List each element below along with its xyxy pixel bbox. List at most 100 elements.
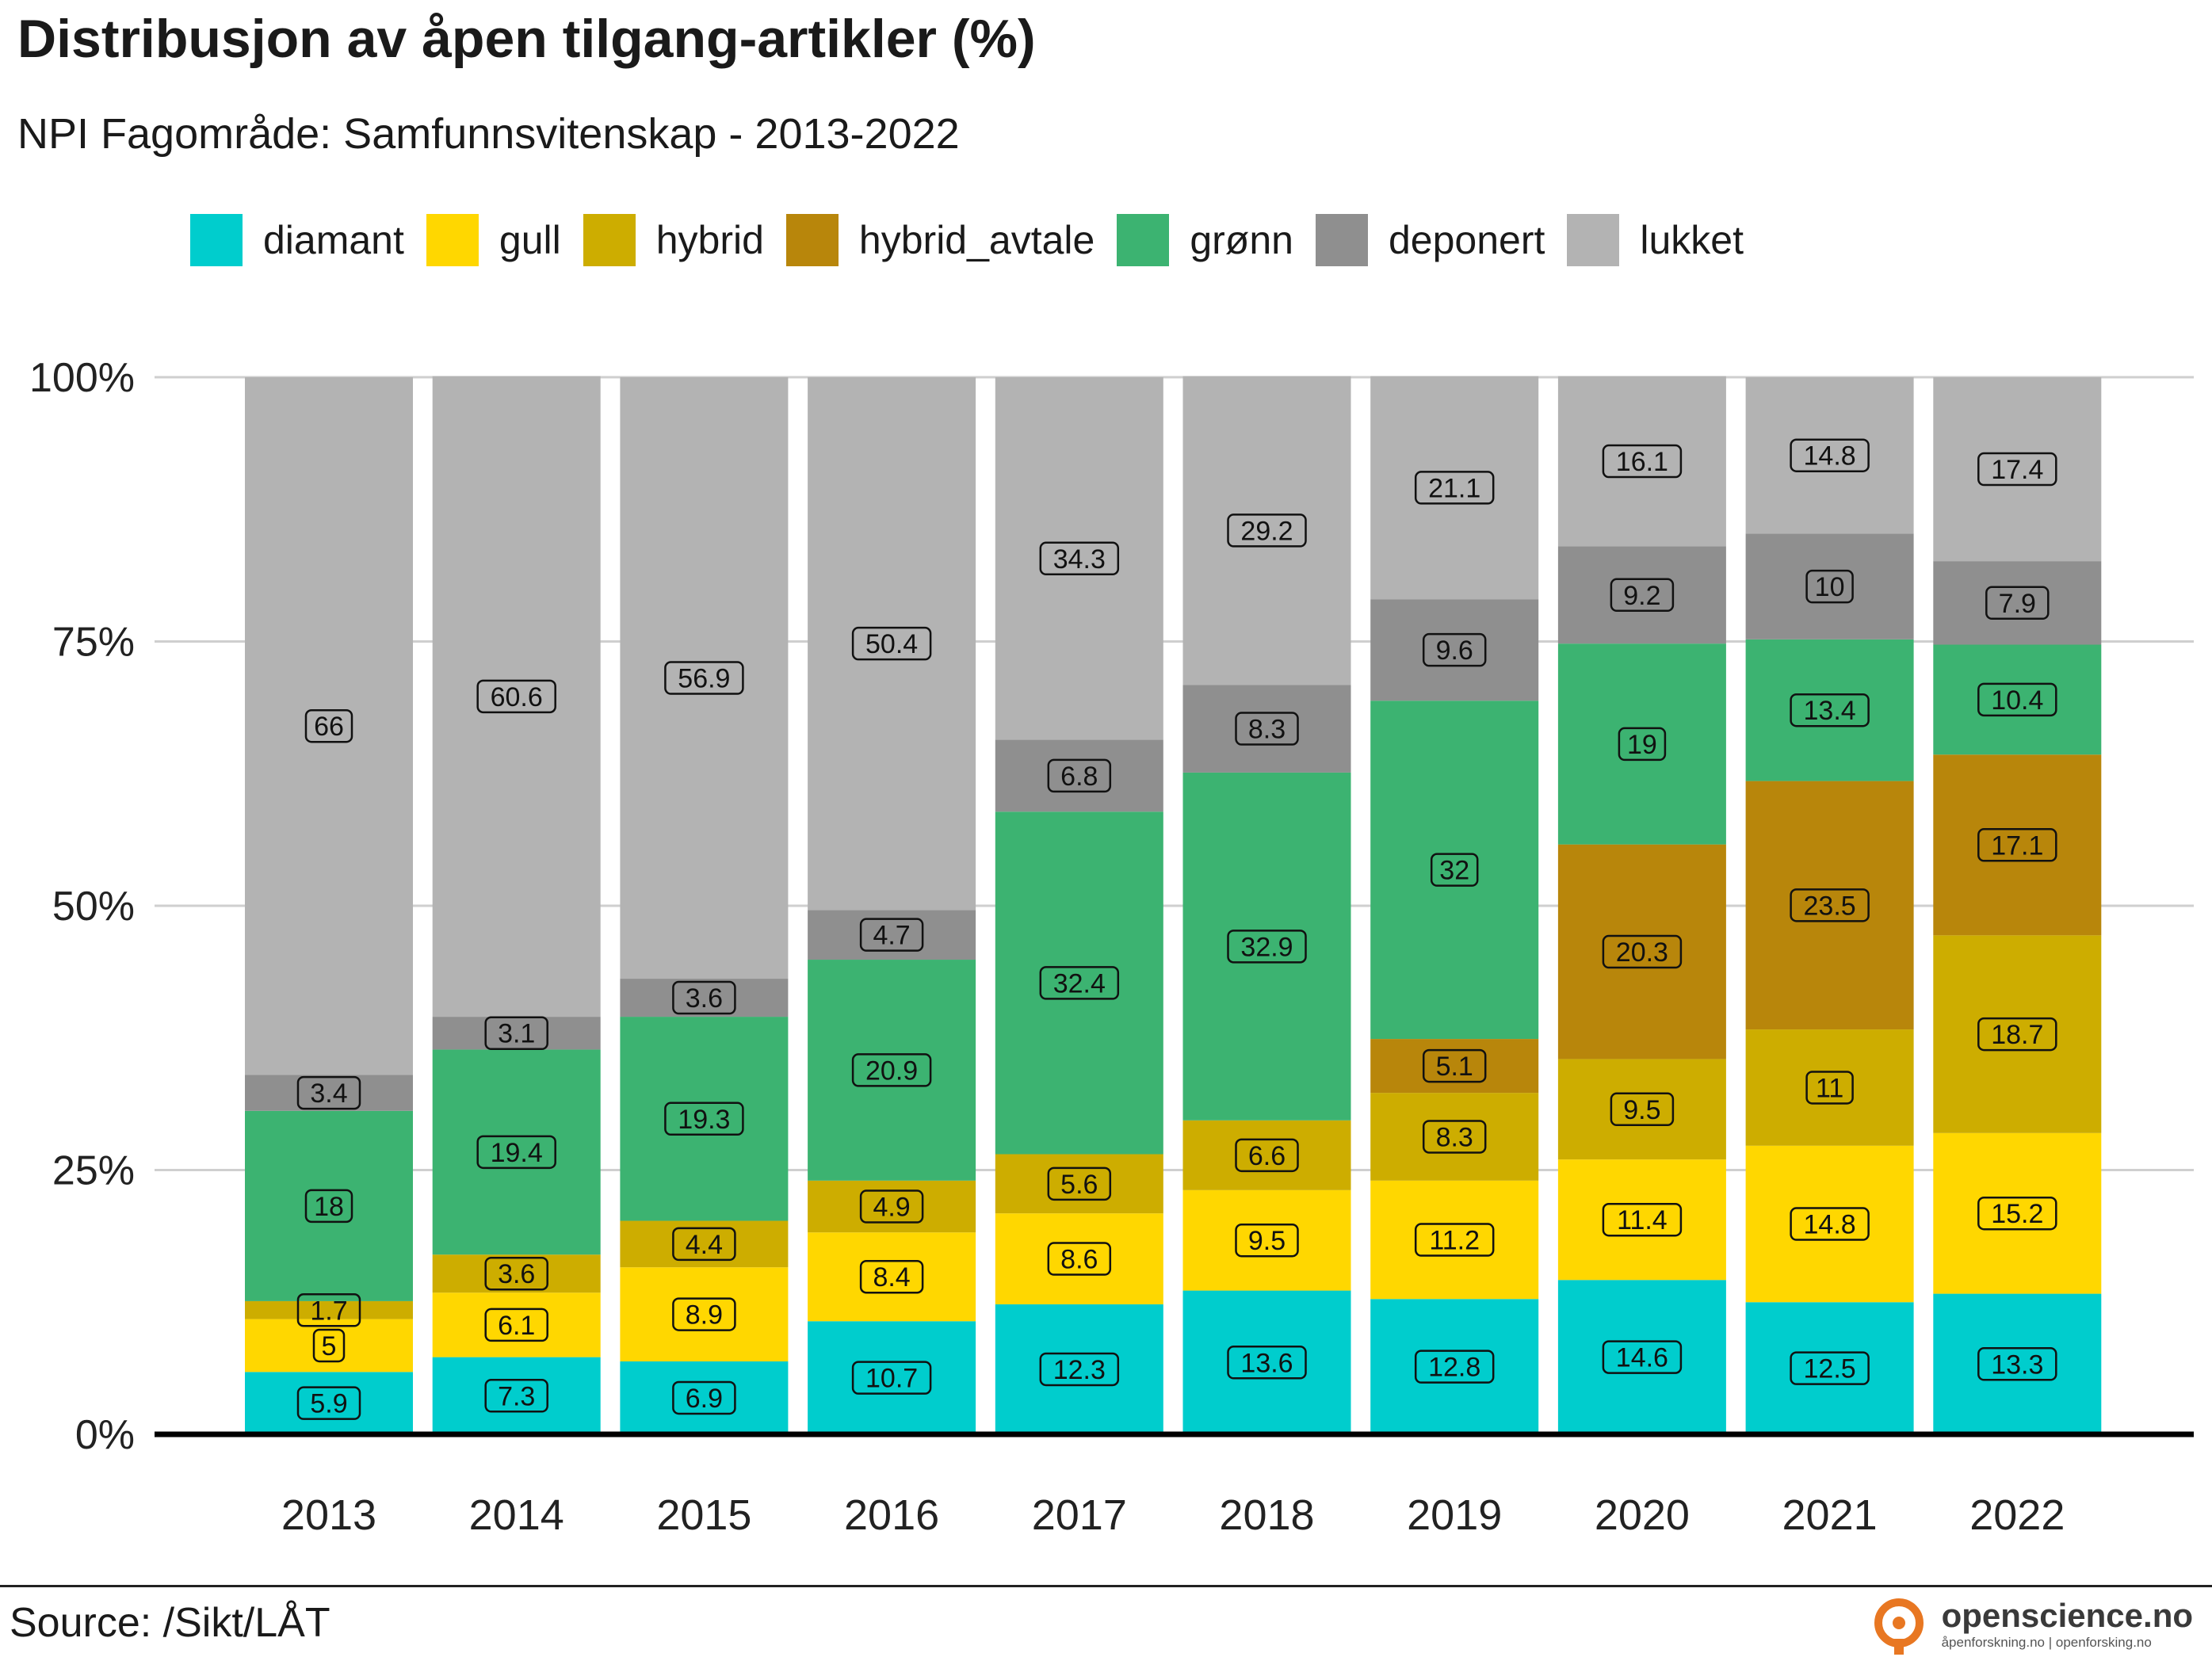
data-label-hybrid-2021: 11 xyxy=(1816,1073,1843,1103)
stacked-bar-chart: 0% 25% 50% 75% 100% 5.9 5 1.7 18 3.4 66 2013 7.3 6.1 3… xyxy=(29,355,2194,1539)
data-label-hybrid_avtale-2020: 20.3 xyxy=(1616,937,1668,968)
x-tick-label: 2022 xyxy=(1969,1491,2065,1539)
legend-swatch-grønn xyxy=(1117,214,1170,266)
bar-segment-hybrid_avtale-2020 xyxy=(1557,844,1726,1059)
bar-segment-gull-2017 xyxy=(995,1213,1163,1304)
data-label-lukket-2015: 56.9 xyxy=(678,664,730,694)
data-label-box xyxy=(1430,853,1479,887)
bar-segment-hybrid-2022 xyxy=(1933,935,2102,1133)
data-label-grønn-2013: 18 xyxy=(314,1192,344,1222)
legend-label-hybrid: hybrid xyxy=(655,218,764,262)
data-label-hybrid_avtale-2021: 23.5 xyxy=(1804,891,1856,921)
data-label-hybrid-2020: 9.5 xyxy=(1623,1095,1660,1125)
bar-segment-lukket-2021 xyxy=(1745,377,1914,534)
bar-segment-lukket-2017 xyxy=(995,377,1163,740)
data-label-box xyxy=(296,1293,361,1327)
data-label-lukket-2014: 60.6 xyxy=(491,682,543,712)
bar-segment-diamant-2015 xyxy=(620,1361,789,1434)
data-label-deponert-2017: 6.8 xyxy=(1060,762,1098,792)
bar-segment-diamant-2021 xyxy=(1745,1302,1914,1434)
bar-segment-grønn-2013 xyxy=(245,1110,413,1301)
bar-segment-lukket-2014 xyxy=(432,376,601,1017)
data-label-box xyxy=(664,1101,744,1136)
data-label-deponert-2019: 9.6 xyxy=(1436,636,1473,666)
legend-label-lukket: lukket xyxy=(1640,218,1744,262)
bar-segment-grønn-2021 xyxy=(1745,639,1914,781)
legend-item-hybrid_avtale: hybrid_avtale xyxy=(785,214,1095,266)
data-label-deponert-2022: 7.9 xyxy=(1999,589,2036,619)
data-label-grønn-2019: 32 xyxy=(1439,856,1469,886)
data-label-box xyxy=(1618,727,1667,762)
bar-segment-hybrid-2017 xyxy=(995,1154,1163,1214)
data-label-box xyxy=(1047,758,1112,793)
data-label-box xyxy=(851,626,932,661)
data-label-hybrid-2015: 4.4 xyxy=(686,1230,723,1260)
bar-segment-deponert-2019 xyxy=(1370,599,1539,701)
data-label-grønn-2014: 19.4 xyxy=(491,1138,543,1168)
bar-segment-lukket-2016 xyxy=(808,377,976,911)
bar-segment-hybrid_avtale-2021 xyxy=(1745,781,1914,1030)
bar-segment-hybrid-2019 xyxy=(1370,1093,1539,1181)
bar-segment-grønn-2014 xyxy=(432,1049,601,1255)
data-label-diamant-2022: 13.3 xyxy=(1991,1350,2043,1380)
bar-segment-hybrid_avtale-2022 xyxy=(1933,754,2102,936)
data-label-box xyxy=(1602,444,1683,479)
legend-item-deponert: deponert xyxy=(1315,214,1545,266)
data-label-diamant-2016: 10.7 xyxy=(865,1364,918,1394)
legend-item-grønn: grønn xyxy=(1117,214,1293,266)
bar-segment-lukket-2018 xyxy=(1182,376,1351,685)
data-label-gull-2014: 6.1 xyxy=(498,1311,535,1341)
bar-segment-diamant-2017 xyxy=(995,1304,1163,1434)
brand-name: openscience.no xyxy=(1941,1597,2193,1634)
bar-segment-deponert-2022 xyxy=(1933,561,2102,645)
data-label-box xyxy=(672,1227,736,1262)
data-label-box xyxy=(1977,452,2057,487)
data-label-box xyxy=(1977,1196,2057,1231)
data-label-hybrid-2019: 8.3 xyxy=(1436,1122,1473,1152)
data-label-box xyxy=(851,1361,932,1395)
data-label-box xyxy=(1422,1120,1487,1154)
data-label-box xyxy=(1039,1352,1120,1387)
data-label-grønn-2022: 10.4 xyxy=(1991,685,2043,716)
bar-segment-hybrid-2016 xyxy=(808,1180,976,1233)
data-label-lukket-2019: 21.1 xyxy=(1428,473,1480,503)
y-tick-label: 75% xyxy=(52,620,135,666)
data-label-gull-2020: 11.4 xyxy=(1617,1205,1668,1235)
bar-segment-gull-2019 xyxy=(1370,1180,1539,1300)
data-label-diamant-2013: 5.9 xyxy=(310,1389,347,1419)
data-label-box xyxy=(1235,712,1299,746)
data-label-box xyxy=(1602,1340,1683,1374)
footer-divider xyxy=(0,1585,2212,1587)
data-label-box xyxy=(1227,514,1307,548)
data-label-box xyxy=(304,1189,353,1224)
data-label-box xyxy=(1235,1138,1299,1173)
data-label-box xyxy=(484,1379,548,1413)
bar-segment-diamant-2022 xyxy=(1933,1293,2102,1434)
data-label-box xyxy=(304,708,353,743)
data-label-box xyxy=(672,1380,736,1415)
data-label-gull-2019: 11.2 xyxy=(1429,1226,1480,1256)
data-label-box xyxy=(1977,682,2057,717)
bar-segment-lukket-2019 xyxy=(1370,376,1539,600)
data-label-grønn-2021: 13.4 xyxy=(1804,696,1856,726)
x-tick-label: 2017 xyxy=(1032,1491,1127,1539)
bar-segment-grønn-2022 xyxy=(1933,644,2102,755)
legend-item-hybrid: hybrid xyxy=(583,214,764,266)
data-label-box xyxy=(1039,966,1120,1000)
data-label-box xyxy=(1977,1017,2057,1052)
bar-segment-gull-2013 xyxy=(245,1319,413,1373)
data-label-box xyxy=(1610,1092,1675,1127)
data-label-grønn-2015: 19.3 xyxy=(678,1105,730,1135)
data-label-box xyxy=(1977,1347,2057,1381)
data-label-lukket-2022: 17.4 xyxy=(1991,455,2043,485)
legend-item-diamant: diamant xyxy=(190,214,404,266)
x-tick-label: 2015 xyxy=(656,1491,751,1539)
data-label-gull-2015: 8.9 xyxy=(686,1300,723,1331)
bar-segment-lukket-2015 xyxy=(620,377,789,979)
bar-segment-deponert-2015 xyxy=(620,979,789,1017)
legend-label-hybrid_avtale: hybrid_avtale xyxy=(858,218,1095,262)
bar-segment-hybrid-2020 xyxy=(1557,1059,1726,1160)
bar-segment-lukket-2020 xyxy=(1557,376,1726,547)
data-label-deponert-2015: 3.6 xyxy=(686,983,723,1014)
data-label-box xyxy=(1602,934,1683,969)
